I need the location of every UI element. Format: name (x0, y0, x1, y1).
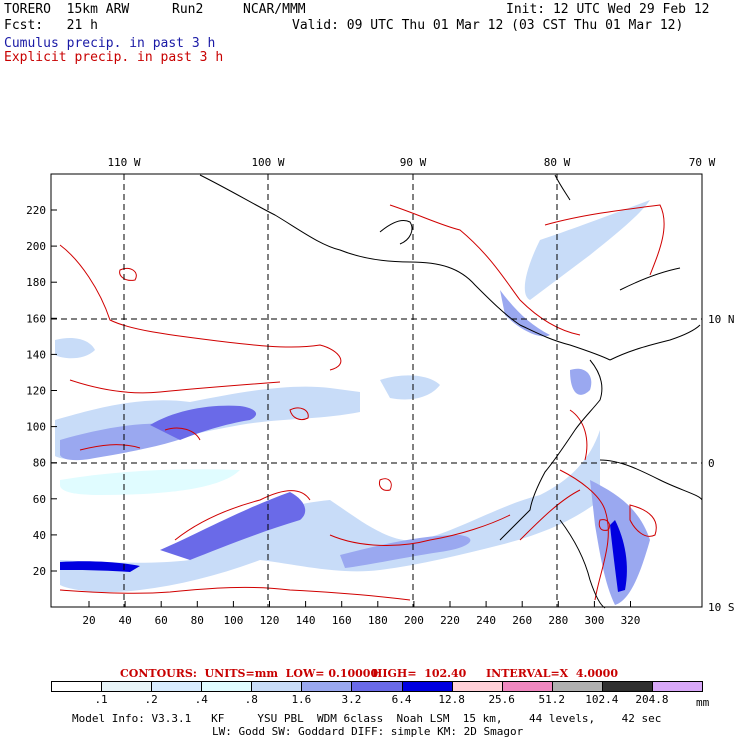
legend-label: 1.6 (291, 693, 312, 706)
legend-label: .4 (194, 693, 208, 706)
grid-y-label-80: 80 (33, 457, 46, 470)
legend-swatch (451, 681, 503, 692)
cumulus-field-label: Cumulus precip. in past 3 h (4, 36, 216, 51)
legend-swatch (301, 681, 353, 692)
legend-label: 12.8 (438, 693, 465, 706)
lon-label-100w: 100 W (251, 156, 284, 169)
contours-high: HIGH= 102.40 (372, 667, 467, 680)
grid-x-label-100: 100 (223, 614, 243, 627)
legend-swatch (251, 681, 303, 692)
grid-x-label-320: 320 (621, 614, 641, 627)
legend-label: 102.4 (585, 693, 619, 706)
grid-x-label-180: 180 (368, 614, 388, 627)
coastlines (199, 174, 703, 609)
grid-y-label-180: 180 (26, 276, 46, 289)
legend-label: 51.2 (538, 693, 566, 706)
grid-x-label-40: 40 (118, 614, 131, 627)
lat-label-0: 0 (708, 457, 715, 470)
legend-label: .8 (244, 693, 258, 706)
grid-x-label-140: 140 (296, 614, 316, 627)
valid-time: Valid: 09 UTC Thu 01 Mar 12 (03 CST Thu … (292, 18, 684, 33)
grid-x-label-220: 220 (440, 614, 460, 627)
legend-label: .2 (144, 693, 158, 706)
run-label: Run2 (172, 2, 204, 17)
explicit-field-label: Explicit precip. in past 3 h (4, 50, 224, 65)
physics-info: LW: Godd SW: Goddard DIFF: simple KM: 2D… (212, 725, 524, 738)
grid-y-label-60: 60 (33, 493, 46, 506)
legend-swatch (651, 681, 703, 692)
legend-label: 3.2 (341, 693, 362, 706)
grid-x-label-280: 280 (548, 614, 568, 627)
grid-x-label-160: 160 (332, 614, 352, 627)
grid-y-label-140: 140 (26, 348, 46, 361)
legend-swatch (51, 681, 103, 692)
legend-swatch (151, 681, 203, 692)
grid-x-label-300: 300 (584, 614, 604, 627)
grid-y-label-100: 100 (26, 421, 46, 434)
legend-unit: mm (696, 696, 710, 709)
explicit-precip-contours (59, 204, 665, 601)
grid-x-label-200: 200 (404, 614, 424, 627)
lat-label-10n: 10 N (708, 313, 735, 326)
contours-interval: INTERVAL=X 4.0000 (486, 667, 618, 680)
cumulus-precip-shading (55, 200, 650, 605)
lon-label-110w: 110 W (107, 156, 140, 169)
latlon-grid (51, 174, 702, 607)
init-time: Init: 12 UTC Wed 29 Feb 12 (506, 2, 710, 17)
legend-label: 6.4 (391, 693, 412, 706)
legend-label: .1 (94, 693, 108, 706)
forecast-hour: Fcst: 21 h (4, 18, 98, 33)
grid-y-labels: 20 40 60 80 100 120 140 160 180 200 220 (26, 204, 46, 578)
legend-label: 204.8 (635, 693, 669, 706)
grid-x-label-120: 120 (260, 614, 280, 627)
model-info: Model Info: V3.3.1 KF YSU PBL WDM 6class… (72, 712, 662, 725)
grid-x-label-240: 240 (476, 614, 496, 627)
grid-y-label-20: 20 (33, 565, 46, 578)
grid-y-label-200: 200 (26, 240, 46, 253)
lon-label-90w: 90 W (400, 156, 427, 169)
grid-y-label-160: 160 (26, 312, 46, 325)
axis-ticks (51, 209, 631, 607)
legend-swatch (201, 681, 253, 692)
grid-x-label-20: 20 (82, 614, 95, 627)
org-label: NCAR/MMM (243, 2, 306, 17)
legend-label: 25.6 (488, 693, 515, 706)
lon-label-70w: 70 W (689, 156, 716, 169)
lat-label-10s: 10 S (708, 601, 735, 614)
legend-swatch (401, 681, 453, 692)
grid-y-label-40: 40 (33, 529, 46, 542)
legend-swatch (601, 681, 653, 692)
model-title: TORERO 15km ARW (4, 2, 130, 17)
grid-x-label-260: 260 (512, 614, 532, 627)
grid-x-labels: 20 40 60 80 100 120 140 160 180 200 220 240 260 280 30… (82, 614, 640, 627)
legend-swatch (351, 681, 403, 692)
contours-units: CONTOURS: UNITS=mm LOW= 0.10000 (120, 667, 379, 680)
grid-y-label-120: 120 (26, 385, 46, 398)
legend-swatch (501, 681, 553, 692)
legend-swatch (101, 681, 153, 692)
grid-x-label-60: 60 (155, 614, 168, 627)
grid-x-label-80: 80 (191, 614, 204, 627)
legend-swatch (551, 681, 603, 692)
grid-y-label-220: 220 (26, 204, 46, 217)
lon-label-80w: 80 W (544, 156, 571, 169)
